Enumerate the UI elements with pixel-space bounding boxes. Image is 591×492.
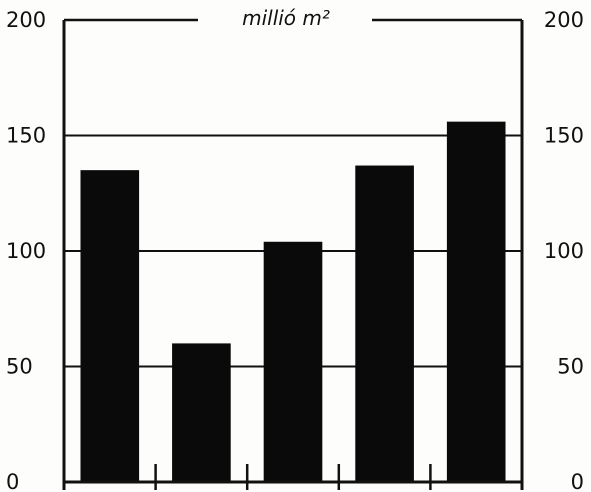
bar-5 — [446, 121, 506, 482]
bar-4 — [355, 165, 414, 482]
y-tick-label-right: 100 — [544, 239, 584, 263]
y-tick-label-left: 200 — [6, 8, 46, 32]
y-tick-label-right: 200 — [544, 8, 584, 32]
y-tick-label-left: 50 — [6, 355, 33, 379]
bar-1 — [80, 170, 140, 482]
y-tick-label-left: 100 — [6, 239, 46, 263]
unit-label: millió m² — [242, 6, 330, 30]
y-tick-label-right: 150 — [544, 124, 584, 148]
y-tick-label-right: 50 — [557, 355, 584, 379]
y-tick-label-left: 150 — [6, 124, 46, 148]
axes — [62, 18, 524, 490]
tick-labels: 0 0 50 50 100 100 150 150 200 200 — [6, 8, 584, 492]
y-tick-label-right: 0 — [571, 470, 584, 492]
bars — [80, 121, 506, 482]
y-tick-label-left: 0 — [6, 470, 19, 492]
bar-3 — [263, 241, 323, 482]
bar-2 — [172, 343, 231, 482]
